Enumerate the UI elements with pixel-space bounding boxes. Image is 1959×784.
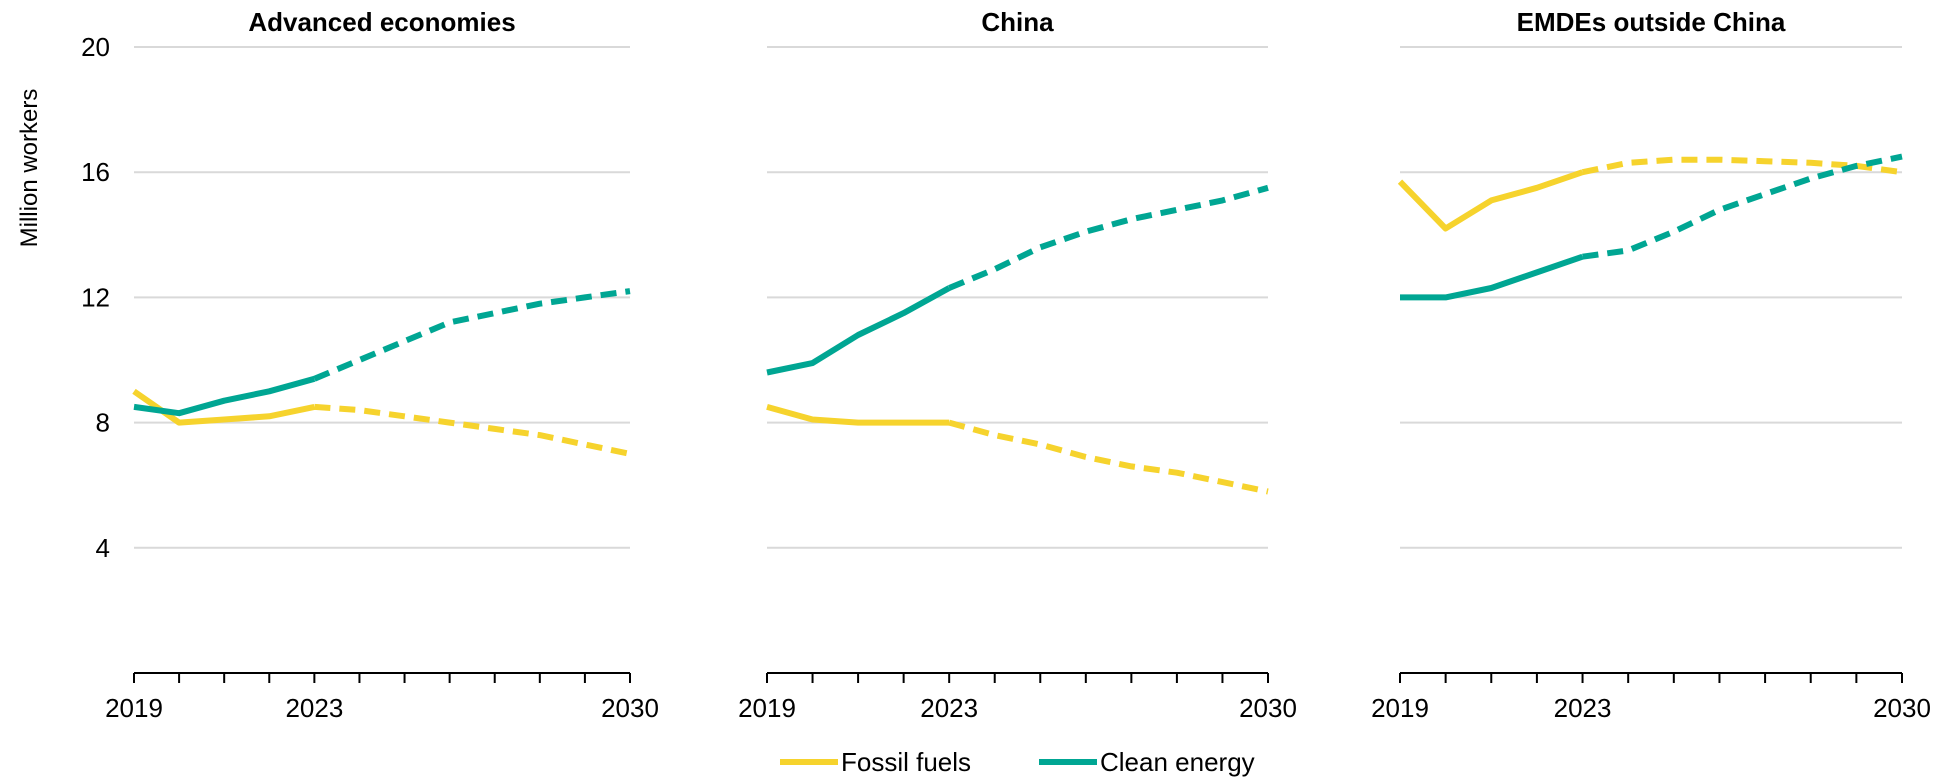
series-line-clean-energy-historical [133, 375, 316, 417]
chart-panel-china: China 2019 2023 2030 [738, 7, 1297, 723]
x-tick-label: 2030 [601, 693, 659, 723]
series-line-fossil-fuels-historical [1397, 169, 1584, 232]
series-line-clean-energy-historical [766, 285, 951, 376]
series-line-clean-energy-projected [1582, 153, 1903, 260]
y-tick-label: 16 [81, 157, 110, 187]
y-tick-label: 4 [96, 533, 110, 563]
series-line-fossil-fuels-projected [1581, 156, 1903, 176]
x-tick-label: 2019 [105, 693, 163, 723]
series-line-clean-energy-projected [948, 184, 1269, 291]
series-line-clean-energy-projected [313, 288, 631, 382]
chart-panel-advanced-economies: Advanced economies 4 8 12 16 20 2019 2023 2030 [81, 7, 659, 723]
series-line-fossil-fuels-projected [948, 419, 1269, 495]
legend-label-clean-energy: Clean energy [1100, 747, 1255, 777]
x-tick-label: 2019 [1371, 693, 1429, 723]
series-line-clean-energy-historical [1400, 253, 1584, 301]
panel-title: China [981, 7, 1054, 37]
chart-panel-emdes-outside-china: EMDEs outside China 2019 2023 2030 [1371, 7, 1931, 723]
y-tick-label: 8 [96, 408, 110, 438]
legend: Fossil fuels Clean energy [780, 747, 1255, 777]
y-axis-label: Million workers [16, 89, 43, 248]
series-line-fossil-fuels-historical [766, 404, 950, 426]
x-tick-label: 2023 [920, 693, 978, 723]
x-tick-label: 2030 [1873, 693, 1931, 723]
y-tick-label: 12 [81, 282, 110, 312]
legend-label-fossil-fuels: Fossil fuels [841, 747, 971, 777]
x-tick-label: 2030 [1239, 693, 1297, 723]
y-tick-label: 20 [81, 32, 110, 62]
series-line-fossil-fuels-historical [132, 388, 316, 426]
panel-title: Advanced economies [248, 7, 515, 37]
x-tick-label: 2023 [1554, 693, 1612, 723]
x-tick-label: 2023 [285, 693, 343, 723]
series-line-fossil-fuels-projected [314, 403, 631, 457]
x-tick-label: 2019 [738, 693, 796, 723]
panel-title: EMDEs outside China [1517, 7, 1786, 37]
